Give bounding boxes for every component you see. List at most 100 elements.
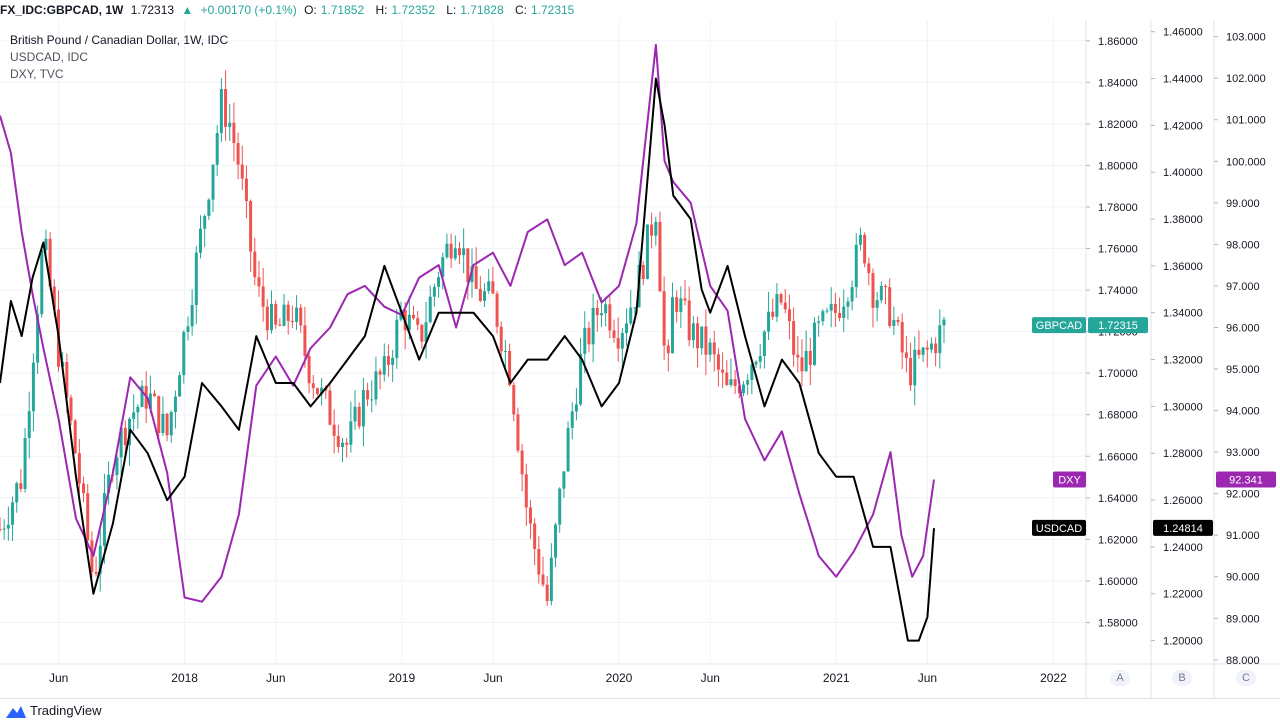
candle-body bbox=[82, 483, 86, 494]
candle-body bbox=[328, 390, 332, 425]
high-value: 1.72352 bbox=[391, 3, 435, 17]
candle-body bbox=[157, 396, 161, 434]
y-tick-label-c: 90.000 bbox=[1226, 572, 1260, 584]
axis-label-c[interactable]: C bbox=[1236, 670, 1256, 686]
candle-body bbox=[11, 502, 15, 525]
candle-body bbox=[315, 388, 319, 395]
candle-body bbox=[153, 393, 157, 397]
axis-label-b[interactable]: B bbox=[1172, 670, 1192, 686]
candle-body bbox=[503, 350, 507, 352]
candle-body bbox=[721, 369, 725, 373]
candle-body bbox=[691, 323, 695, 341]
close-value: 1.72315 bbox=[530, 3, 575, 17]
close-label: C: bbox=[514, 3, 527, 17]
candle-body bbox=[629, 307, 633, 324]
candle-body bbox=[612, 330, 616, 338]
x-tick-label: Jun bbox=[49, 671, 68, 685]
candle-body bbox=[161, 413, 165, 434]
candle-body bbox=[579, 353, 583, 405]
legend-main-series[interactable]: British Pound / Canadian Dollar, 1W, IDC bbox=[10, 33, 229, 47]
candle-body bbox=[270, 304, 273, 331]
candle-body bbox=[382, 356, 386, 375]
candle-body bbox=[253, 251, 257, 278]
open-label: O: bbox=[304, 3, 317, 17]
x-tick-label: 2021 bbox=[823, 671, 850, 685]
x-tick-label: Jun bbox=[483, 671, 502, 685]
candle-body bbox=[102, 493, 106, 546]
candle-body bbox=[892, 319, 896, 326]
price-tag-name: DXY bbox=[1058, 474, 1081, 486]
candle-body bbox=[224, 88, 228, 127]
price-tag-value-bg bbox=[1216, 471, 1276, 488]
candle-body bbox=[107, 474, 111, 494]
price-tag-name-bg bbox=[1032, 317, 1086, 334]
candle-body bbox=[453, 248, 457, 259]
candle-body bbox=[808, 350, 812, 365]
low-value: 1.71828 bbox=[460, 3, 504, 17]
candle-body bbox=[169, 411, 173, 436]
x-tick-label: 2018 bbox=[171, 671, 198, 685]
candle-body bbox=[729, 379, 733, 385]
y-tick-label-a: 1.84000 bbox=[1098, 77, 1138, 89]
legend-usdcad[interactable]: USDCAD, IDC bbox=[10, 50, 89, 64]
y-tick-label-c: 91.000 bbox=[1226, 530, 1260, 542]
candle-body bbox=[829, 303, 833, 311]
candle-body bbox=[449, 243, 453, 259]
candle-body bbox=[332, 424, 336, 436]
price-chart[interactable]: 1.86000 1.84000 1.82000 1.80000 1.78000 1.760… bbox=[0, 0, 1280, 698]
candle-body bbox=[416, 318, 420, 325]
tradingview-logo-text: TradingView bbox=[30, 703, 102, 718]
candle-body bbox=[599, 313, 603, 316]
candle-body bbox=[236, 143, 240, 165]
axis-label-a[interactable]: A bbox=[1110, 670, 1130, 686]
candle-body bbox=[796, 354, 800, 358]
y-tick-label-c: 99.000 bbox=[1226, 198, 1260, 210]
y-tick-label-c: 94.000 bbox=[1226, 406, 1260, 418]
candle-body bbox=[148, 393, 152, 409]
candle-body bbox=[65, 361, 69, 398]
candle-body bbox=[779, 294, 783, 303]
candle-body bbox=[207, 199, 211, 216]
x-tick-label: Jun bbox=[918, 671, 937, 685]
symbol-title[interactable]: FX_IDC:GBPCAD, 1W bbox=[0, 3, 124, 17]
candle-body bbox=[132, 412, 136, 419]
y-tick-label-b: 1.36000 bbox=[1163, 261, 1203, 273]
y-tick-label-a: 1.86000 bbox=[1098, 36, 1138, 48]
legend-dxy[interactable]: DXY, TVC bbox=[10, 67, 64, 81]
candle-body bbox=[758, 355, 762, 362]
y-tick-label-c: 89.000 bbox=[1226, 613, 1260, 625]
candle-body bbox=[570, 411, 574, 428]
candle-body bbox=[528, 507, 532, 524]
x-tick-label: Jun bbox=[266, 671, 285, 685]
dxy-line bbox=[0, 43, 935, 603]
candle-body bbox=[549, 557, 553, 602]
candle-body bbox=[896, 319, 900, 323]
candle-body bbox=[77, 453, 81, 484]
candle-body bbox=[741, 384, 745, 394]
candle-body bbox=[357, 406, 361, 427]
y-tick-label-b: 1.20000 bbox=[1163, 636, 1203, 648]
candle-body bbox=[783, 302, 787, 310]
candle-body bbox=[800, 357, 804, 372]
candle-body bbox=[900, 322, 904, 353]
candle-body bbox=[44, 238, 48, 251]
candle-body bbox=[165, 413, 169, 436]
candle-body bbox=[487, 281, 491, 292]
candle-body bbox=[716, 354, 720, 370]
candle-body bbox=[115, 457, 119, 476]
candle-body bbox=[374, 371, 378, 400]
candle-body bbox=[913, 349, 917, 386]
candle-body bbox=[750, 364, 754, 380]
candle-body bbox=[934, 343, 938, 354]
tradingview-logo[interactable]: TradingView bbox=[6, 703, 102, 718]
candle-body bbox=[879, 285, 883, 301]
candle-body bbox=[370, 399, 374, 401]
candle-body bbox=[474, 266, 478, 289]
candle-body bbox=[441, 257, 445, 278]
candle-body bbox=[679, 298, 683, 312]
candle-body bbox=[608, 304, 612, 331]
tradingview-logo-icon bbox=[6, 705, 26, 718]
usdcad-line bbox=[0, 77, 935, 642]
candle-body bbox=[483, 291, 487, 301]
candle-body bbox=[650, 224, 654, 236]
